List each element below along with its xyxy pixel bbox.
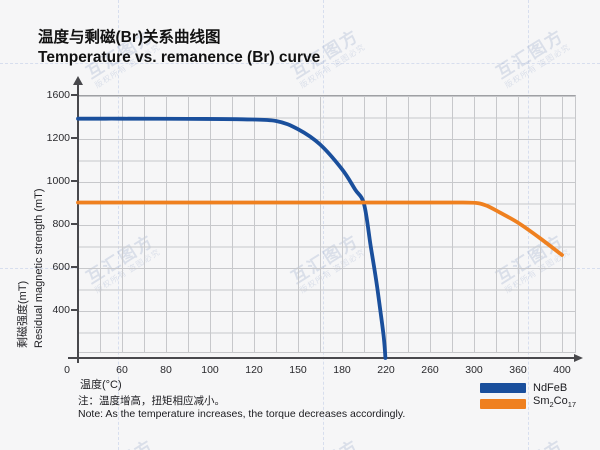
chart-title-en: Temperature vs. remanence (Br) curve: [38, 49, 321, 66]
y-axis-tick: [71, 309, 77, 311]
y-axis-tick: [71, 266, 77, 268]
y-tick-label: 400: [52, 304, 70, 316]
chart-title-zh: 温度与剩磁(Br)关系曲线图: [38, 29, 221, 46]
x-tick-label: 150: [289, 364, 307, 376]
x-tick-label: 120: [245, 364, 263, 376]
y-tick-label: 1200: [46, 132, 70, 144]
x-tick-label: 180: [333, 364, 351, 376]
y-axis-tick: [71, 223, 77, 225]
x-tick-label: 0: [64, 364, 70, 376]
y-tick-label: 1600: [46, 89, 70, 101]
x-tick-label: 360: [509, 364, 527, 376]
legend-swatch: [480, 382, 526, 393]
legend-item: NdFeB: [480, 381, 576, 394]
legend-swatch: [480, 398, 526, 409]
y-axis-arrow-icon: [73, 76, 83, 85]
y-axis-tick: [71, 180, 77, 182]
x-tick-label: 220: [377, 364, 395, 376]
y-axis-line: [77, 84, 79, 363]
legend-label: NdFeB: [533, 381, 568, 394]
y-tick-label: 800: [52, 218, 70, 230]
chart-title-block: 温度与剩磁(Br)关系曲线图 Temperature vs. remanence…: [38, 28, 320, 68]
x-axis-title: 温度(°C): [80, 379, 122, 391]
note-en: Note: As the temperature increases, the …: [78, 408, 406, 420]
note-zh: 注：温度增高，扭矩相应减小。: [78, 395, 225, 407]
watermark-dashed-line: [0, 63, 600, 64]
x-tick-label: 60: [116, 364, 128, 376]
x-axis-arrow-icon: [574, 353, 583, 362]
plot-grid: [78, 95, 576, 353]
legend-label: Sm2Co17: [533, 395, 577, 410]
y-axis-title-zh: 剩磁强度(mT): [17, 280, 29, 348]
y-axis-tick: [71, 94, 77, 96]
x-axis-line: [68, 357, 575, 359]
y-tick-label: 600: [52, 261, 70, 273]
legend-item: Sm2Co17: [480, 395, 577, 410]
x-tick-label: 100: [201, 364, 219, 376]
x-tick-label: 300: [465, 364, 483, 376]
y-axis-tick: [71, 137, 77, 139]
x-tick-label: 260: [421, 364, 439, 376]
note-block: 注：温度增高，扭矩相应减小。 Note: As the temperature …: [78, 395, 405, 420]
x-tick-label: 400: [553, 364, 571, 376]
x-tick-label: 80: [160, 364, 172, 376]
y-tick-label: 1000: [46, 175, 70, 187]
legend: NdFeB Sm2Co17: [480, 381, 576, 413]
